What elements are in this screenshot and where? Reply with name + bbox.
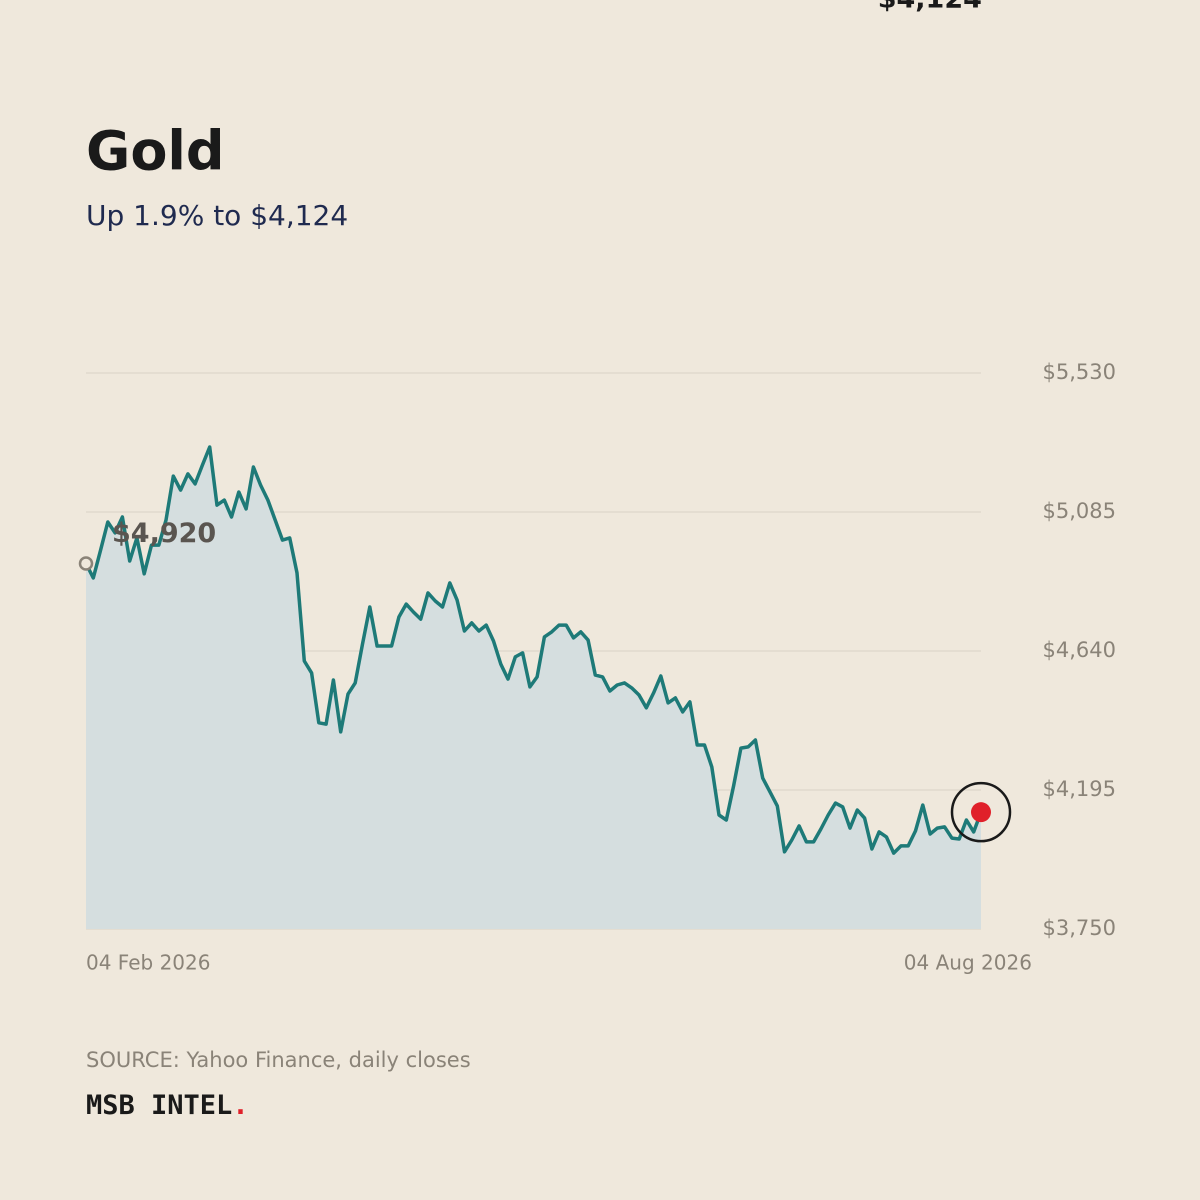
- x-tick-label: 04 Aug 2026: [904, 951, 1032, 975]
- end-ring: [950, 781, 1012, 843]
- y-tick-label: $4,195: [1043, 777, 1116, 801]
- y-tick-label: $5,530: [1043, 360, 1116, 384]
- area-fill: [86, 447, 981, 929]
- price-line: [84, 445, 983, 855]
- brand-mark: .: [232, 1090, 248, 1121]
- subtitle: Up 1.9% to $4,124: [86, 199, 348, 232]
- x-tick-label: 04 Feb 2026: [86, 951, 210, 975]
- value-label: $4,920: [112, 518, 216, 549]
- start-marker: [78, 556, 94, 571]
- source: SOURCE: Yahoo Finance, daily closes: [86, 1048, 471, 1072]
- end-marker: [971, 802, 991, 823]
- y-tick-label: $3,750: [1043, 916, 1116, 940]
- brand-name: MSB INTEL: [86, 1090, 232, 1121]
- value-label: $4,124: [878, 0, 982, 15]
- y-tick-label: $4,640: [1043, 638, 1116, 662]
- chart-title: Gold: [86, 120, 225, 183]
- y-tick-label: $5,085: [1043, 499, 1116, 523]
- brand: MSB INTEL.: [86, 1090, 249, 1121]
